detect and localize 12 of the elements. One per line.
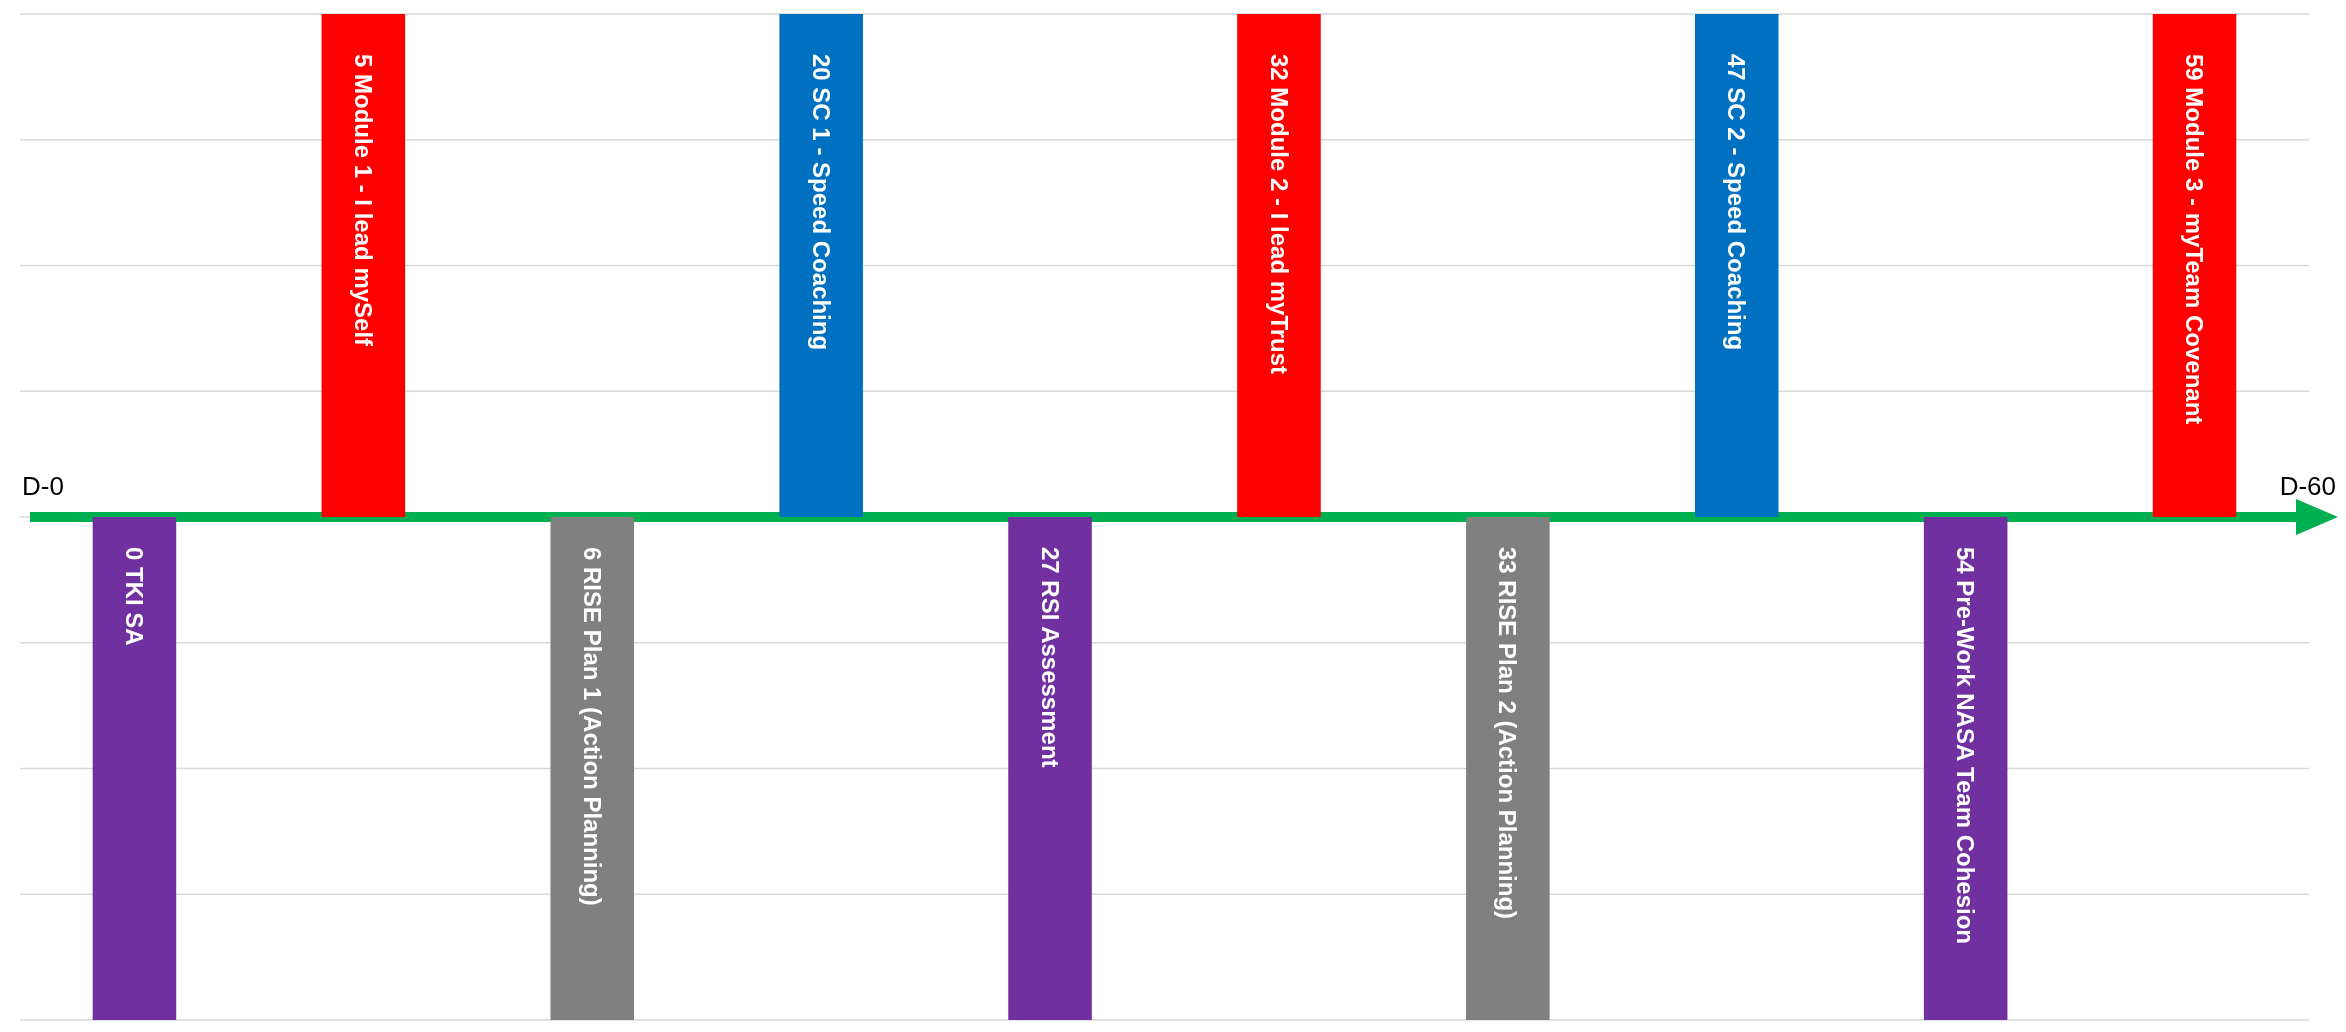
x-tick-label: 20 SC 1 - Speed Coaching: [807, 54, 835, 351]
x-tick-label: 54 Pre-Work NASA Team Cohesion: [1952, 547, 1980, 944]
x-tick-label: 32 Module 2 - I lead myTrust: [1265, 54, 1293, 375]
x-tick-label: 27 RSI Assessment: [1036, 547, 1064, 768]
annotation: D-0: [22, 471, 64, 501]
x-tick-label: 59 Module 3 - myTeam Covenant: [2181, 54, 2209, 425]
x-tick-label: 6 RISE Plan 1 (Action Planning): [578, 547, 606, 906]
x-tick-label: 0 TKI SA: [121, 547, 149, 646]
x-tick-label: 47 SC 2 - Speed Coaching: [1723, 54, 1751, 351]
annotation: D-60: [2279, 471, 2336, 501]
x-tick-label: 5 Module 1 - I lead mySelf: [349, 54, 377, 348]
x-tick-label: 33 RISE Plan 2 (Action Planning): [1494, 547, 1522, 920]
